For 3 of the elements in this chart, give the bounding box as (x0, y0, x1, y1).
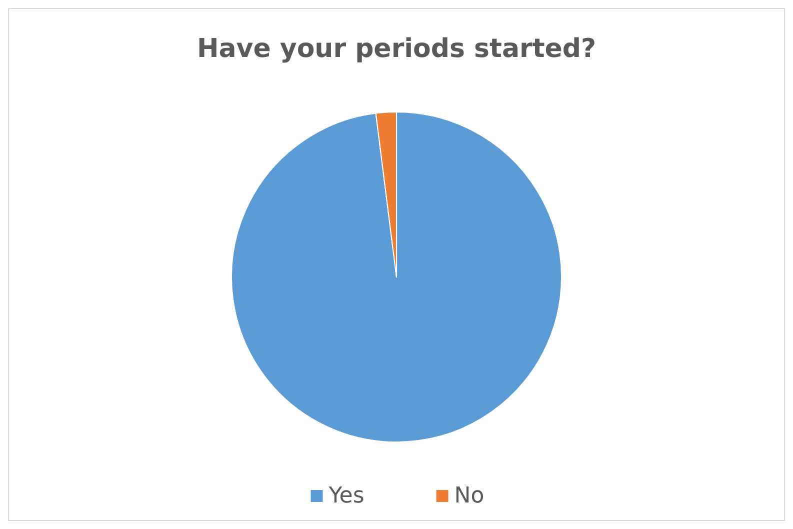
chart-title: Have your periods started? (196, 34, 596, 64)
legend-label: No (454, 484, 484, 508)
legend-label: Yes (328, 484, 364, 508)
